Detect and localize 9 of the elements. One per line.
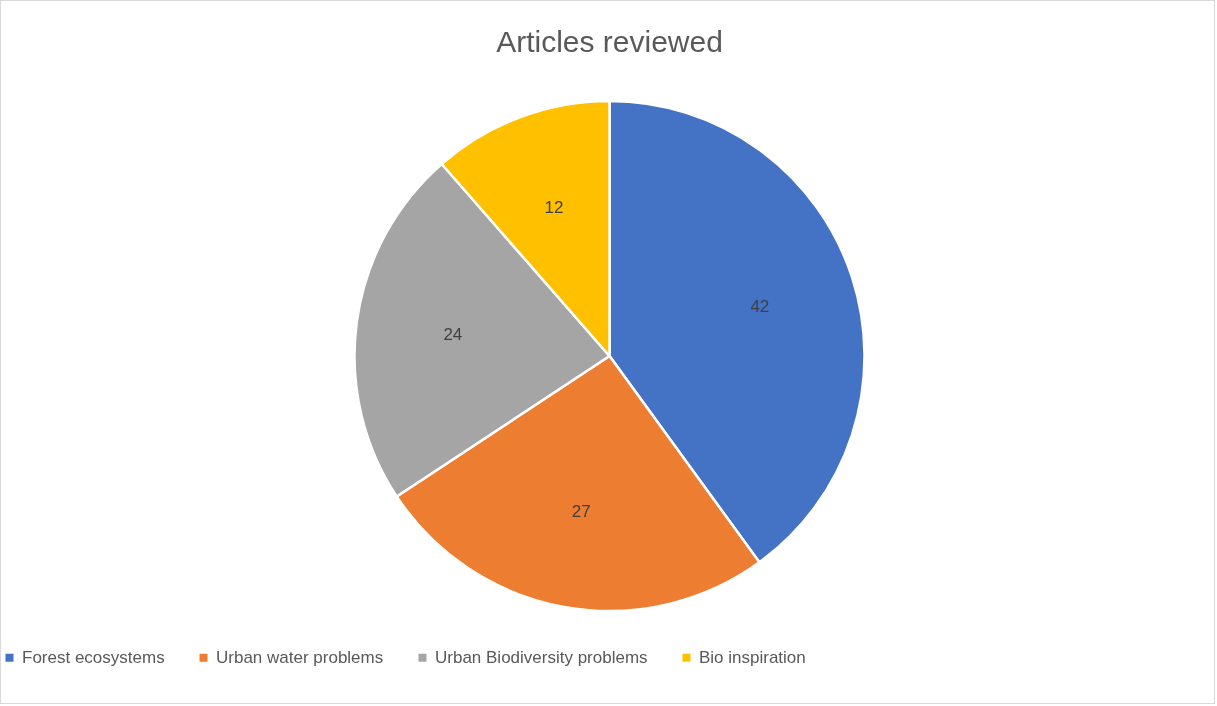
legend-label: Urban water problems [216,647,384,667]
data-label: 24 [443,324,463,344]
legend-label: Forest ecosystems [22,647,165,667]
legend-label: Bio inspiration [699,647,806,667]
chart-title: Articles reviewed [496,25,723,58]
data-label: 27 [571,501,591,521]
legend-label: Urban Biodiversity problems [435,647,648,667]
data-label: 12 [544,197,564,217]
data-label: 42 [750,297,770,317]
